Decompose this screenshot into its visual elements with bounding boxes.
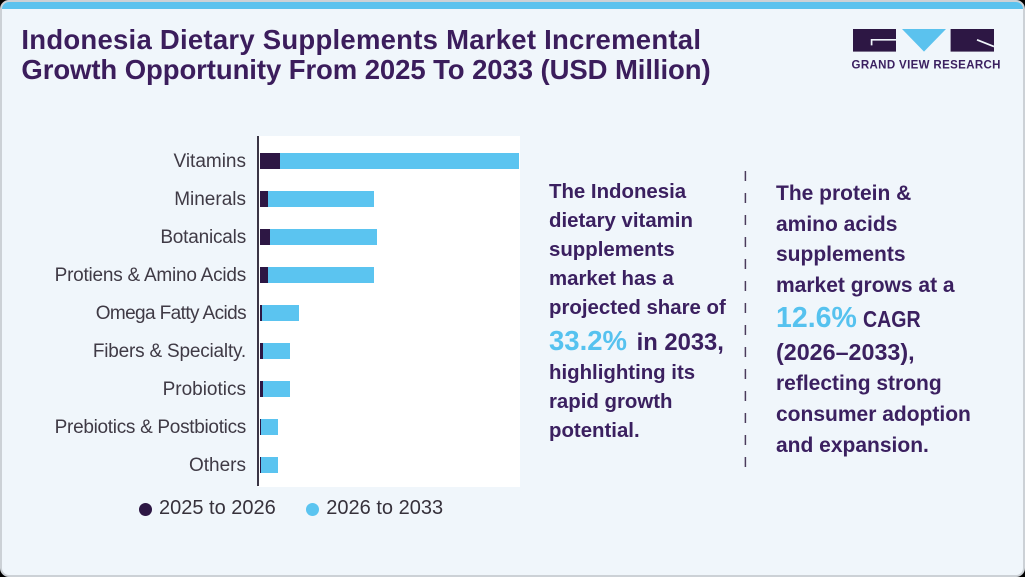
svg-text:GRAND VIEW RESEARCH: GRAND VIEW RESEARCH: [852, 59, 1001, 70]
